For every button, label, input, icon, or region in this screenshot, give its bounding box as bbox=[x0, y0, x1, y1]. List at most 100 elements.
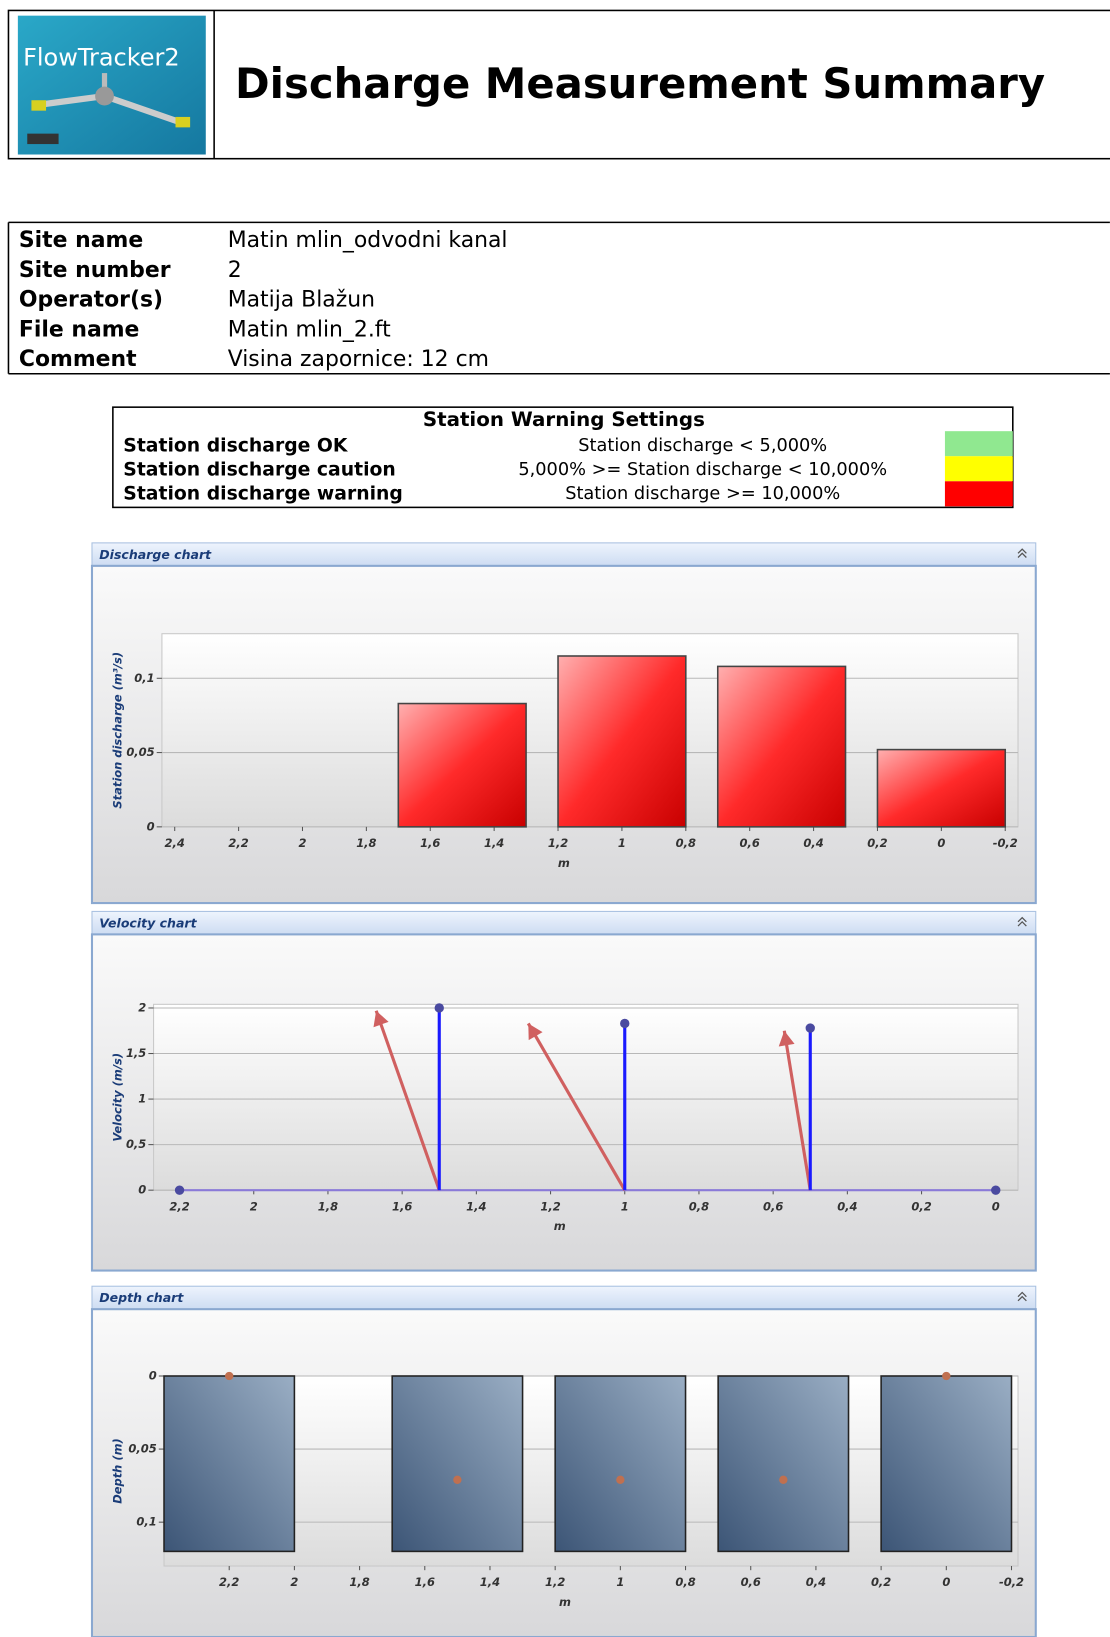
warning-rule: Station discharge < 5,000% bbox=[578, 436, 827, 456]
header-box bbox=[7, 9, 1110, 160]
x-tick-label: 0,4 bbox=[803, 836, 823, 850]
y-tick-label: 0 bbox=[138, 1183, 146, 1197]
panel-header bbox=[91, 910, 1037, 935]
x-tick-label: 1,6 bbox=[420, 836, 440, 850]
x-tick-label: 1,4 bbox=[480, 1575, 500, 1589]
depth-bar bbox=[717, 1375, 850, 1553]
logo bbox=[17, 15, 206, 155]
panel-title: Discharge chart bbox=[99, 547, 212, 562]
velocity-point bbox=[620, 1018, 630, 1029]
warning-rule: Station discharge >= 10,000% bbox=[565, 484, 840, 504]
collapse-icon bbox=[1017, 916, 1027, 923]
x-tick-label: 2,2 bbox=[169, 1199, 189, 1213]
title: Discharge Measurement Summary bbox=[235, 59, 1045, 108]
x-tick-label: -0,2 bbox=[999, 1575, 1024, 1589]
site-value: Visina zapornice: 12 cm bbox=[228, 347, 489, 372]
x-tick-label: 0,4 bbox=[806, 1575, 826, 1589]
warning-label: Station discharge caution bbox=[123, 459, 395, 480]
y-tick-label: 0 bbox=[147, 819, 155, 833]
x-tick-label: 0 bbox=[937, 836, 945, 850]
y-tick-label: 0,1 bbox=[134, 671, 154, 685]
collapse-icon bbox=[1017, 1295, 1027, 1302]
velocity-point bbox=[434, 1003, 444, 1013]
x-axis-label: m bbox=[554, 1219, 566, 1233]
collapse-icon bbox=[1017, 552, 1027, 558]
warning-settings: Station Warning Settings Station dischar… bbox=[112, 406, 1014, 509]
plot-area bbox=[153, 1003, 1019, 1191]
chart-panel: Depth chart 0 0,05 0,1 2,2 2 1,8 1,6 1,4 1,2 1 0,8 0… bbox=[90, 1285, 1037, 1637]
direction-arrow bbox=[782, 1030, 812, 1191]
depth-bar bbox=[880, 1375, 1013, 1553]
site-value: Matin mlin_2.ft bbox=[228, 317, 391, 342]
x-tick-label: 2,2 bbox=[228, 836, 248, 850]
x-tick-label: 1,8 bbox=[318, 1199, 338, 1213]
site-value: Matija Blažun bbox=[228, 288, 375, 313]
chart-panel: Discharge chart 0 0,05 0,1 2,4 2,2 2 1,8 1,6 1,4 1… bbox=[90, 542, 1037, 905]
x-tick-label: 0,4 bbox=[837, 1199, 857, 1213]
x-tick-label: 1 bbox=[618, 836, 626, 850]
x-tick-label: 1,4 bbox=[466, 1199, 486, 1213]
measurement-point bbox=[779, 1475, 788, 1484]
x-tick-label: 0,8 bbox=[675, 1575, 695, 1589]
panel-header bbox=[91, 1285, 1037, 1310]
y-axis-label: Velocity (m/s) bbox=[111, 1053, 125, 1142]
y-tick-label: 0,05 bbox=[126, 745, 154, 759]
y-tick-label: 0,05 bbox=[128, 1442, 156, 1456]
collapse-icon bbox=[1017, 920, 1027, 927]
panel-title: Depth chart bbox=[99, 1290, 184, 1305]
x-tick-label: 2 bbox=[290, 1575, 298, 1589]
measurement-point bbox=[942, 1371, 951, 1381]
measurement-point bbox=[225, 1371, 234, 1381]
y-axis-label: Station discharge (m³/s) bbox=[111, 652, 125, 809]
x-axis-label: m bbox=[559, 1595, 571, 1609]
site-label: Comment bbox=[19, 347, 137, 372]
y-tick-label: 0 bbox=[149, 1368, 157, 1382]
x-tick-label: 0,2 bbox=[867, 836, 887, 850]
direction-arrow bbox=[526, 1022, 627, 1191]
x-tick-label: -0,2 bbox=[993, 836, 1018, 850]
x-tick-label: 0,8 bbox=[676, 836, 696, 850]
warning-label: Station discharge warning bbox=[123, 483, 403, 504]
warning-title: Station Warning Settings bbox=[423, 408, 705, 431]
bar bbox=[876, 748, 1007, 828]
x-tick-label: 1,4 bbox=[484, 836, 504, 850]
chart-panel: Velocity chart 0 0,5 1 1,5 2 2,2 2 1,8 1,6 1,4 1,2 1… bbox=[90, 910, 1037, 1272]
y-tick-label: 1,5 bbox=[126, 1046, 146, 1060]
measurement-point bbox=[453, 1475, 462, 1484]
y-tick-label: 2 bbox=[138, 1000, 146, 1014]
x-tick-label: 0,2 bbox=[911, 1199, 931, 1213]
warning-swatch bbox=[944, 456, 1013, 482]
warning-label: Station discharge OK bbox=[123, 435, 349, 456]
warning-swatch bbox=[944, 481, 1013, 507]
x-tick-label: 1,6 bbox=[415, 1575, 435, 1589]
warning-rule: 5,000% >= Station discharge < 10,000% bbox=[518, 460, 887, 480]
x-tick-label: 1,2 bbox=[540, 1199, 560, 1213]
x-tick-label: 1,8 bbox=[356, 836, 376, 850]
measurement-point bbox=[616, 1475, 625, 1484]
y-tick-label: 0,1 bbox=[136, 1515, 156, 1529]
bar bbox=[716, 665, 847, 828]
x-tick-label: 0,2 bbox=[871, 1575, 891, 1589]
x-tick-label: 0 bbox=[992, 1199, 1000, 1213]
collapse-icon bbox=[1017, 1291, 1027, 1298]
arrow-head bbox=[528, 1023, 543, 1041]
velocity-point bbox=[174, 1185, 185, 1195]
x-tick-label: 2 bbox=[298, 836, 306, 850]
x-tick-label: 0 bbox=[942, 1575, 950, 1589]
site-label: File name bbox=[19, 317, 140, 342]
direction-arrow bbox=[374, 1010, 441, 1191]
x-tick-label: 2 bbox=[250, 1199, 258, 1213]
x-tick-label: 1 bbox=[621, 1199, 629, 1213]
site-label: Site number bbox=[19, 258, 171, 283]
x-tick-label: 2,2 bbox=[219, 1575, 239, 1589]
site-info: Site name Matin mlin_odvodni kanal Site nu… bbox=[7, 221, 1110, 375]
x-axis-label: m bbox=[558, 856, 570, 870]
x-tick-label: 0,6 bbox=[763, 1199, 783, 1213]
collapse-icon bbox=[1017, 548, 1027, 554]
y-tick-label: 0,5 bbox=[126, 1137, 146, 1151]
site-value: 2 bbox=[228, 258, 242, 283]
warning-swatch bbox=[944, 431, 1013, 457]
x-tick-label: 0,6 bbox=[741, 1575, 761, 1589]
velocity-point bbox=[805, 1023, 815, 1033]
